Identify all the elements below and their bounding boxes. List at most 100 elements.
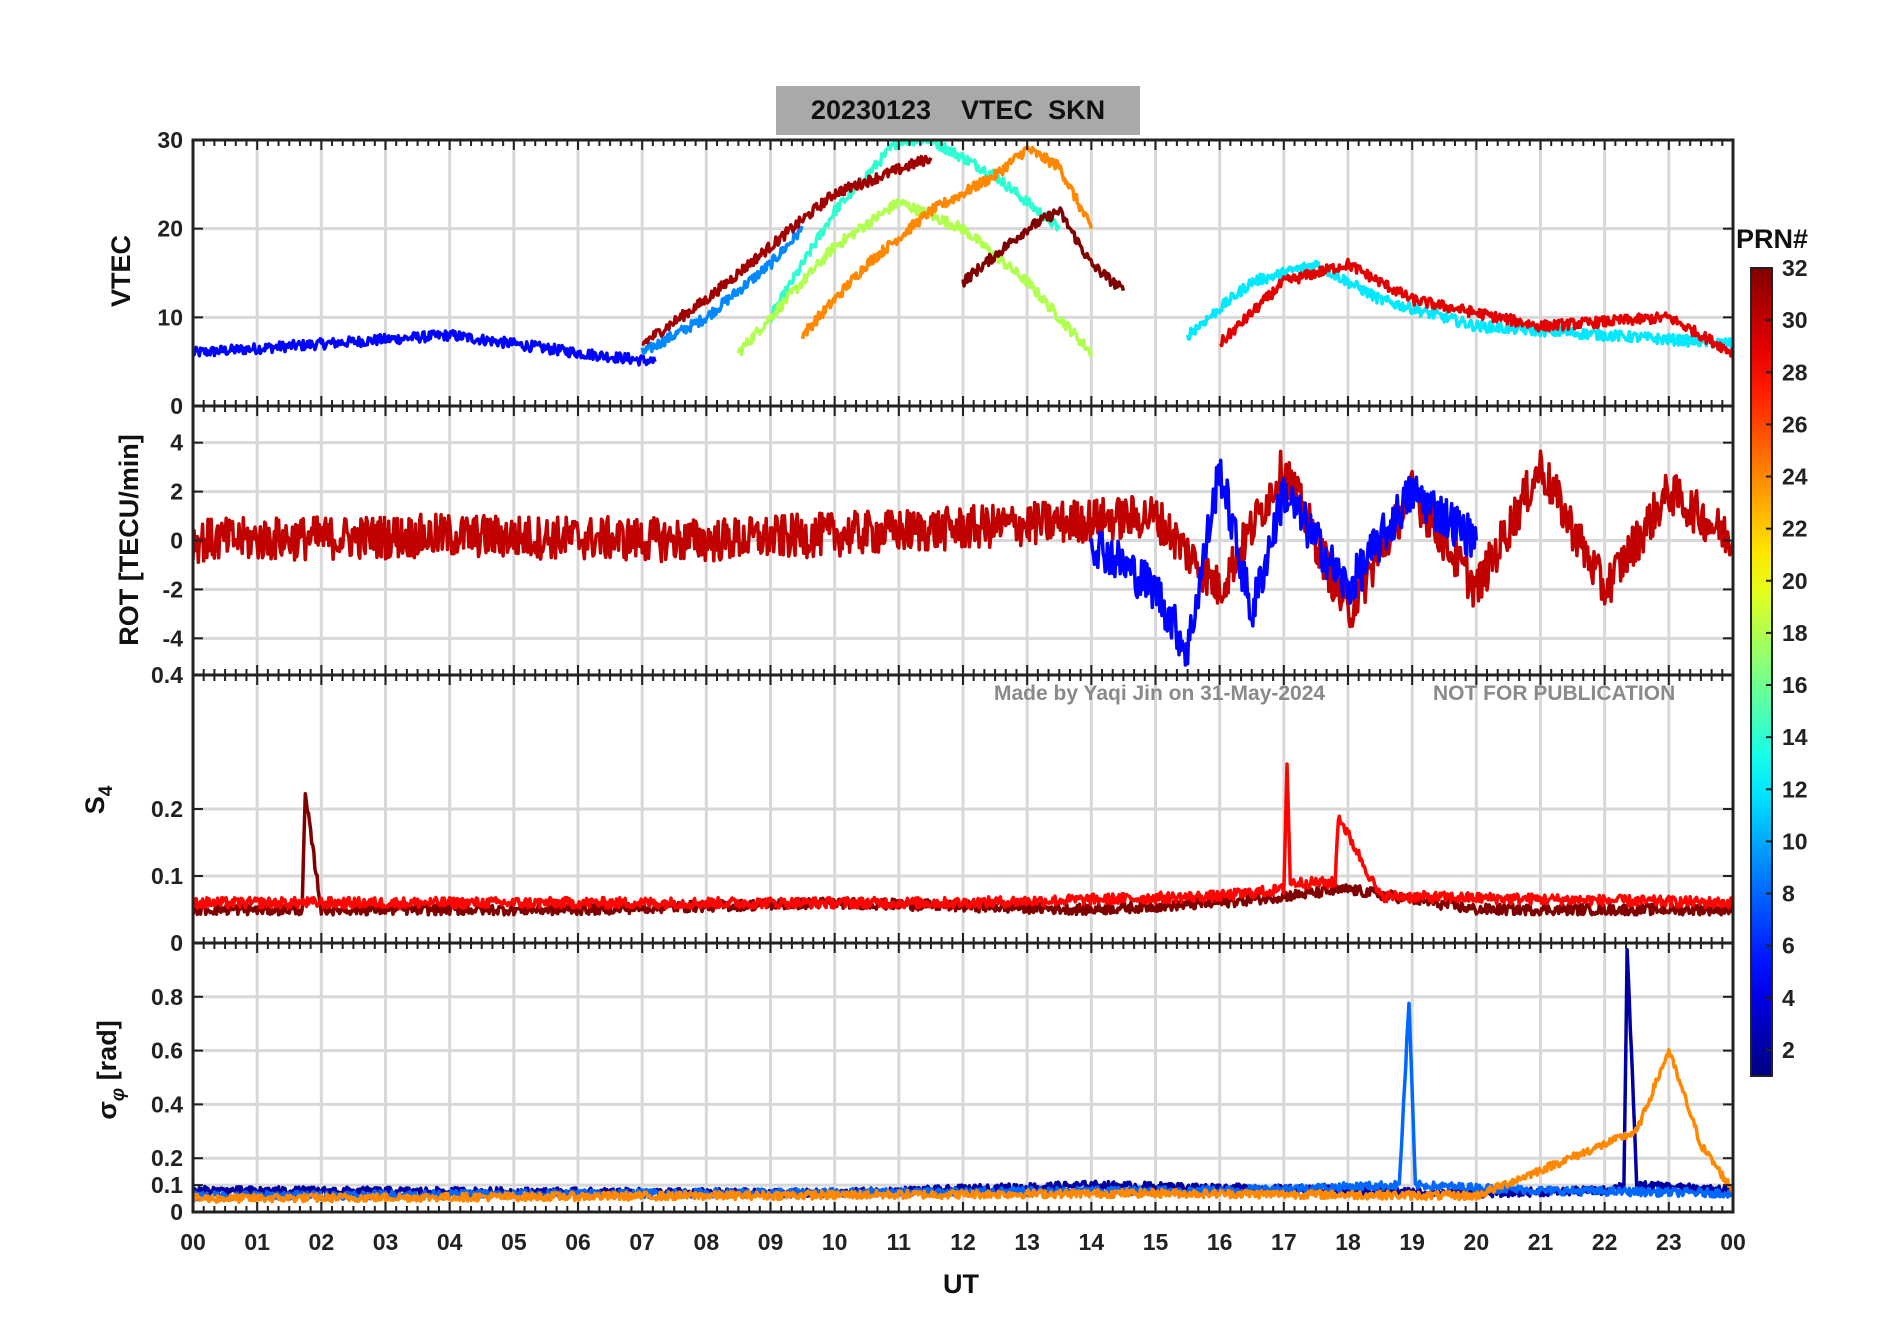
colorbar-tick-label-2: 6	[1782, 933, 1795, 959]
x-tick-label-9: 09	[758, 1229, 784, 1255]
colorbar-tick-label-5: 12	[1782, 776, 1808, 802]
vtec-y-tick-labels: 0 10 20 30	[157, 127, 183, 419]
rot-ytick-label-2: 0	[170, 528, 183, 554]
watermark-made-by: Made by Yaqi Jin on 31-May-2024	[994, 682, 1325, 705]
sigma-ytick-label-5: 0.8	[151, 984, 183, 1010]
colorbar-tick-label-0: 2	[1782, 1037, 1795, 1063]
vtec-ytick-label-0: 0	[170, 393, 183, 419]
sigma-phi-panel: 00.10.2 0.4 0.6 0.8 σφ [rad]	[92, 941, 1735, 1225]
vtec-series-prn-14	[768, 140, 1061, 323]
x-tick-label-4: 04	[437, 1229, 463, 1255]
x-tick-label-15: 15	[1143, 1229, 1169, 1255]
sigma-ytick-label-1: 0.1	[151, 1172, 183, 1198]
x-tick-label-8: 08	[694, 1229, 720, 1255]
rot-y-axis-label: ROT [TECU/min]	[114, 434, 144, 645]
sigma-phi-y-tick-labels: 00.10.2 0.4 0.6 0.8	[151, 984, 183, 1225]
colorbar-gradient	[1750, 267, 1773, 1077]
colorbar-tick-label-1: 4	[1782, 985, 1795, 1011]
x-tick-label-5: 05	[501, 1229, 527, 1255]
rot-ytick-label-1: -2	[163, 576, 183, 602]
vtec-ytick-label-3: 30	[157, 127, 183, 153]
x-tick-label-3: 03	[373, 1229, 399, 1255]
sigma-ytick-label-2: 0.2	[151, 1145, 183, 1171]
x-tick-label-14: 14	[1079, 1229, 1105, 1255]
vtec-series-prn-31	[641, 154, 933, 346]
sigma-ytick-label-0: 0	[170, 1199, 183, 1225]
x-tick-label-18: 18	[1335, 1229, 1361, 1255]
colorbar-tick-label-15: 32	[1782, 255, 1808, 281]
colorbar-tick-label-12: 26	[1782, 411, 1808, 437]
s4-series-lines	[193, 762, 1733, 917]
x-tick-label-1: 01	[244, 1229, 270, 1255]
vtec-ytick-label-2: 20	[157, 216, 183, 242]
vtec-series-lines	[193, 140, 1733, 367]
rot-ytick-label-0: -4	[163, 625, 184, 651]
vtec-series-prn-5	[193, 328, 657, 367]
sigma-phi-series-lines	[193, 947, 1733, 1204]
watermark-not-for-publication: NOT FOR PUBLICATION	[1433, 682, 1675, 705]
colorbar-tick-label-3: 8	[1782, 881, 1795, 907]
x-tick-label-23: 23	[1656, 1229, 1682, 1255]
x-tick-label-24: 00	[1720, 1229, 1746, 1255]
sigma-ytick-label-3: 0.4	[151, 1091, 183, 1117]
vtec-series-prn-12	[1185, 259, 1733, 349]
sigma-ytick-label-4: 0.6	[151, 1038, 183, 1064]
s4-y-axis-label: S4	[80, 785, 117, 814]
vtec-series-prn-24	[800, 145, 1094, 340]
vtec-series-prn-9	[640, 225, 804, 355]
sigma-phi-y-axis-label: σφ [rad]	[92, 1020, 129, 1119]
x-axis-label: UT	[943, 1269, 979, 1299]
x-tick-label-17: 17	[1271, 1229, 1297, 1255]
vtec-ticks	[192, 139, 1734, 407]
colorbar-tick-label-13: 28	[1782, 359, 1808, 385]
x-tick-label-0: 00	[180, 1229, 206, 1255]
rot-series-prn-30	[193, 449, 1733, 629]
x-tick-label-21: 21	[1528, 1229, 1554, 1255]
x-tick-label-11: 11	[887, 1229, 912, 1255]
x-tick-label-16: 16	[1207, 1229, 1233, 1255]
colorbar-tick-label-14: 30	[1782, 307, 1808, 333]
x-tick-label-6: 06	[565, 1229, 591, 1255]
vtec-series-prn-29	[1218, 257, 1733, 358]
colorbar-tick-label-10: 22	[1782, 516, 1808, 542]
rot-ytick-label-4: 4	[170, 430, 183, 456]
x-tick-label-12: 12	[950, 1229, 976, 1255]
s4-ytick-label-2: 0.2	[151, 796, 183, 822]
sigma-series-prn-24	[193, 1048, 1733, 1204]
rot-series-prn-5	[1089, 458, 1479, 667]
vtec-ytick-label-1: 10	[157, 304, 183, 330]
title-box	[776, 86, 1140, 135]
x-tick-label-10: 10	[822, 1229, 848, 1255]
s4-panel: 0 0.1 0.2 0.4 S4 Made by Yaqi Jin on 31-May…	[80, 662, 1735, 956]
x-tick-label-13: 13	[1014, 1229, 1040, 1255]
s4-ytick-label-0: 0	[170, 930, 183, 956]
x-tick-label-19: 19	[1399, 1229, 1425, 1255]
vtec-panel: 0 10 20 30 VTEC	[106, 127, 1735, 419]
vtec-series-prn-32	[961, 206, 1126, 292]
colorbar-tick-label-6: 14	[1782, 724, 1808, 750]
colorbar-label: PRN#	[1736, 224, 1808, 254]
s4-ytick-label-3: 0.4	[151, 662, 183, 688]
rot-ytick-label-3: 2	[170, 479, 183, 505]
sigma-phi-ticks	[192, 943, 1734, 1213]
x-tick-labels: 00 01 02 03 04 05 06 07 08 09 10 11 12 13 14 15 16 17 18 19…	[180, 1229, 1746, 1255]
s4-y-tick-labels: 0 0.1 0.2 0.4	[151, 662, 183, 956]
x-tick-label-2: 02	[309, 1229, 335, 1255]
rot-y-tick-labels: -4 -2 0 2 4	[163, 430, 184, 652]
s4-ytick-label-1: 0.1	[151, 863, 183, 889]
colorbar-tick-label-11: 24	[1782, 464, 1808, 490]
rot-series-lines	[193, 449, 1733, 667]
chart-title: 20230123 VTEC SKN	[811, 95, 1105, 125]
colorbar-tick-label-4: 10	[1782, 828, 1808, 854]
x-tick-label-22: 22	[1592, 1229, 1618, 1255]
s4-series-prn-28	[193, 762, 1733, 910]
vtec-y-axis-label: VTEC	[106, 235, 136, 307]
rot-panel: -4 -2 0 2 4 ROT [TECU/min]	[114, 404, 1735, 677]
x-tick-label-20: 20	[1464, 1229, 1490, 1255]
colorbar-tick-label-9: 20	[1782, 568, 1808, 594]
colorbar-tick-label-8: 18	[1782, 620, 1808, 646]
colorbar-tick-label-7: 16	[1782, 672, 1808, 698]
